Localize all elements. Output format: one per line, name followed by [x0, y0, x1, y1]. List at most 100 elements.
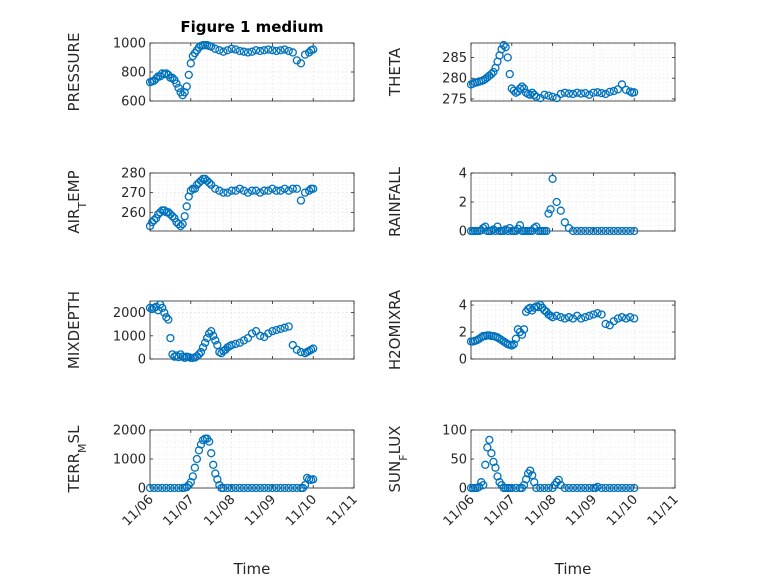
- data-point: [292, 184, 302, 193]
- data-point: [276, 186, 285, 195]
- data-point: [630, 88, 639, 97]
- data-point: [162, 313, 171, 322]
- data-point: [243, 188, 253, 197]
- data-point: [572, 88, 582, 97]
- data-point: [219, 47, 228, 56]
- data-point: [597, 310, 606, 319]
- data-point: [517, 330, 527, 339]
- data-point: [585, 311, 594, 320]
- data-point: [149, 216, 159, 225]
- data-point: [511, 483, 521, 493]
- data-point: [288, 340, 297, 350]
- subplot-air-temp: 260 270 280 AIRTEMP: [65, 167, 355, 234]
- data-point: [251, 327, 261, 336]
- data-point: [501, 42, 510, 52]
- data-point: [630, 226, 639, 236]
- subplot-sun-flux: 11/06 11/07 11/08 11/09 11/10 11/11 0 50 100 SUNF…: [386, 424, 682, 579]
- data-point: [162, 483, 171, 493]
- data-point: [288, 48, 297, 57]
- y-tick-label: 280: [121, 167, 146, 182]
- data-point: [272, 325, 281, 335]
- data-point: [609, 86, 618, 96]
- subplot-h2omixra: 0 2 4 H2OMIXRA: [386, 289, 676, 370]
- data-point: [577, 483, 586, 493]
- data-point: [158, 483, 167, 493]
- data-point: [577, 314, 586, 323]
- y-tick-label: 100: [442, 424, 467, 439]
- data-point: [613, 226, 623, 236]
- data-point: [288, 483, 297, 493]
- data-point: [145, 483, 155, 493]
- data-point: [292, 345, 302, 354]
- data-point: [284, 483, 293, 493]
- data-point: [186, 186, 195, 195]
- data-point: [487, 226, 496, 236]
- data-point: [544, 209, 553, 218]
- data-point: [593, 88, 602, 97]
- data-point: [572, 226, 582, 236]
- data-point: [186, 59, 195, 68]
- data-point: [572, 483, 582, 493]
- subplot-theta: 275 280 285 THETA: [386, 40, 676, 107]
- data-point: [309, 184, 318, 193]
- data-point: [280, 184, 289, 193]
- data-point: [243, 483, 253, 493]
- data-point: [174, 483, 183, 493]
- data-point: [196, 347, 206, 357]
- data-point: [511, 334, 521, 343]
- data-point: [247, 329, 257, 338]
- data-point: [568, 483, 578, 493]
- data-point: [247, 483, 257, 493]
- data-point: [198, 343, 208, 352]
- data-point: [276, 46, 285, 55]
- data-point: [540, 483, 549, 493]
- data-point: [170, 483, 179, 493]
- data-point: [154, 483, 163, 493]
- data-point: [572, 311, 582, 320]
- data-point: [585, 483, 594, 493]
- data-point: [260, 186, 269, 195]
- data-point: [227, 340, 236, 350]
- data-point: [239, 483, 248, 493]
- data-point: [304, 186, 314, 195]
- data-point: [589, 88, 598, 97]
- data-point: [509, 340, 518, 349]
- data-point: [481, 222, 490, 231]
- data-point: [483, 443, 492, 452]
- data-point: [568, 89, 578, 99]
- data-point: [211, 44, 220, 53]
- plot-frame: [149, 300, 355, 360]
- y-tick-label: 4: [459, 299, 467, 314]
- data-point: [609, 317, 618, 326]
- data-point: [272, 46, 281, 56]
- data-point: [617, 483, 627, 493]
- data-point: [552, 93, 561, 103]
- y-axis-label: THETA: [386, 47, 404, 97]
- data-point: [207, 327, 216, 336]
- data-point: [581, 483, 590, 493]
- data-point: [166, 483, 175, 493]
- data-point: [625, 313, 635, 322]
- data-point: [166, 333, 175, 343]
- data-point: [284, 46, 293, 56]
- data-point: [621, 314, 631, 323]
- data-point: [272, 186, 281, 195]
- data-point: [546, 311, 555, 320]
- data-point: [300, 50, 310, 59]
- x-tick-label: 11/08: [201, 492, 238, 529]
- y-axis-label: MIXDEPTH: [65, 291, 83, 369]
- data-point: [235, 46, 244, 56]
- data-point: [292, 483, 302, 493]
- data-point: [472, 335, 482, 345]
- data-point: [260, 483, 269, 493]
- data-point: [309, 45, 318, 54]
- data-point: [556, 89, 565, 99]
- data-point: [560, 483, 569, 493]
- data-point: [174, 83, 183, 93]
- data-point: [227, 44, 236, 53]
- data-point: [581, 88, 590, 98]
- data-point: [251, 186, 261, 195]
- data-point: [219, 483, 228, 493]
- y-tick-label: 2: [459, 196, 467, 211]
- y-tick-label: 4: [459, 167, 467, 182]
